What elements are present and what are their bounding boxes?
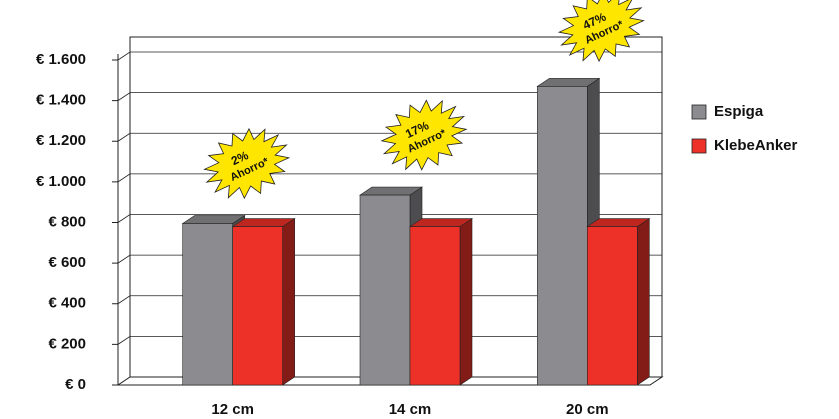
savings-badge: 2%Ahorro*	[203, 127, 291, 200]
y-tick-label: € 800	[48, 213, 86, 230]
y-tick-label: € 600	[48, 254, 86, 271]
legend-swatch	[691, 138, 707, 154]
y-tick-label: € 0	[65, 376, 86, 393]
bar-side	[282, 218, 295, 386]
bar	[409, 226, 461, 386]
bar	[537, 86, 588, 386]
bar-side	[459, 218, 473, 386]
bar	[232, 226, 283, 386]
grid-line	[117, 214, 662, 223]
x-tick-label: 20 cm	[566, 401, 609, 418]
y-tick-label: € 1.600	[36, 51, 86, 68]
y-tick-label: € 1.200	[36, 132, 86, 149]
bar	[587, 226, 638, 386]
legend-label: Espiga	[714, 103, 764, 120]
x-tick-label: 12 cm	[211, 401, 254, 418]
bar	[182, 223, 233, 386]
grid-line	[117, 92, 662, 101]
legend-swatch	[691, 104, 707, 120]
grid-line	[117, 132, 662, 142]
y-tick-label: € 1.400	[36, 92, 86, 109]
grid-line	[117, 335, 662, 345]
savings-badge: 47%Ahorro*	[557, 0, 645, 63]
savings-badge: 17%Ahorro*	[380, 99, 468, 171]
starburst	[380, 99, 468, 171]
grid-line	[117, 254, 662, 264]
starburst	[557, 0, 645, 63]
grid-line	[117, 295, 662, 305]
grid-line	[117, 173, 662, 183]
starburst	[203, 127, 291, 200]
grid-line	[117, 51, 662, 61]
y-tick-label: € 200	[48, 335, 86, 352]
bar-side	[637, 218, 650, 386]
y-tick-label: € 400	[48, 295, 86, 312]
bar	[359, 194, 411, 386]
y-tick-label: € 1.000	[36, 173, 86, 190]
x-tick-label: 14 cm	[389, 401, 432, 418]
legend-label: KlebeAnker	[714, 137, 798, 154]
badge-percent: 2%	[229, 148, 251, 168]
